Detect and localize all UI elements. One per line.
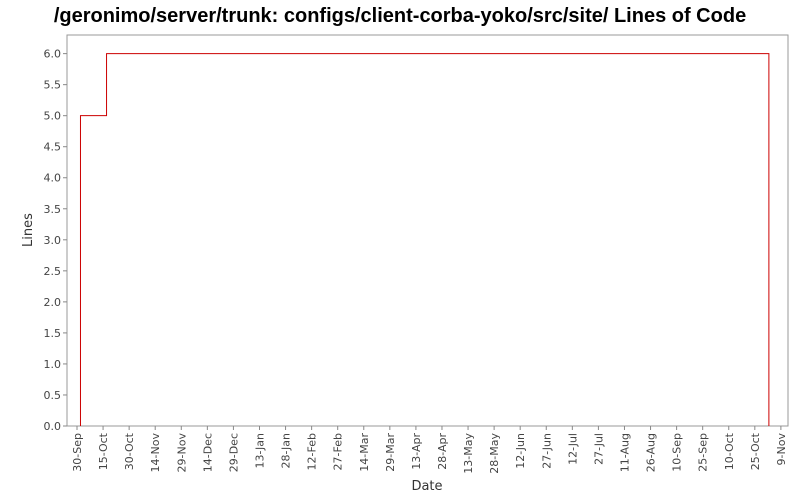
x-tick-label: 15-Oct: [97, 432, 110, 470]
x-tick-label: 12-Jun: [514, 433, 527, 469]
chart-title: /geronimo/server/trunk: configs/client-c…: [54, 5, 746, 27]
y-tick-label: 6.0: [44, 48, 62, 61]
y-tick-label: 3.0: [44, 234, 62, 247]
x-tick-label: 30-Oct: [123, 432, 136, 470]
x-tick-label: 13-Apr: [410, 433, 423, 470]
x-tick-label: 12-Jul: [566, 433, 579, 465]
x-tick-label: 10-Sep: [671, 433, 684, 472]
x-tick-label: 13-May: [462, 433, 475, 474]
x-tick-label: 28-May: [488, 433, 501, 474]
x-tick-label: 10-Oct: [723, 432, 736, 470]
x-tick-label: 27-Jul: [592, 433, 605, 465]
y-tick-label: 0.5: [44, 389, 62, 402]
x-tick-label: 25-Sep: [697, 433, 710, 472]
x-tick-label: 28-Apr: [436, 433, 449, 470]
y-tick-label: 3.5: [44, 203, 62, 216]
x-tick-label: 29-Mar: [384, 433, 397, 472]
y-tick-label: 4.0: [44, 172, 62, 185]
plot-frame: [66, 34, 789, 427]
y-tick-label: 2.5: [44, 265, 62, 278]
x-tick-label: 29-Dec: [227, 433, 240, 472]
x-tick-label: 14-Mar: [358, 433, 371, 472]
y-tick-label: 1.0: [44, 358, 62, 371]
y-tick-label: 5.0: [44, 110, 62, 123]
y-tick-label: 4.5: [44, 141, 62, 154]
x-tick-label: 27-Feb: [332, 433, 345, 470]
x-tick-label: 14-Nov: [149, 433, 162, 473]
plot-area: 0.0 0.5 1.0 1.5 2.0 2.5 3.0 3.5 4.0 4.5 5.0 5.5 6.0 3…: [44, 34, 789, 474]
x-tick-label: 14-Dec: [201, 433, 214, 472]
x-tick-label: 25-Oct: [749, 432, 762, 470]
x-axis-label: Date: [411, 479, 442, 494]
y-tick-label: 0.0: [44, 420, 62, 433]
x-tick-label: 12-Feb: [306, 433, 319, 470]
y-tick-label: 5.5: [44, 79, 62, 92]
y-tick-label: 2.0: [44, 296, 62, 309]
x-tick-label: 29-Nov: [175, 433, 188, 473]
x-tick-label: 30-Sep: [71, 433, 84, 472]
series-line: [79, 53, 770, 426]
y-axis-label: Lines: [21, 213, 36, 247]
y-tick-label: 1.5: [44, 327, 62, 340]
x-tick-label: 13-Jan: [253, 433, 266, 469]
x-tick-label: 11-Aug: [618, 433, 631, 472]
x-tick-label: 27-Jun: [540, 433, 553, 469]
x-tick-label: 9-Nov: [775, 433, 788, 466]
x-tick-label: 26-Aug: [645, 433, 658, 472]
x-tick-label: 28-Jan: [280, 433, 293, 469]
